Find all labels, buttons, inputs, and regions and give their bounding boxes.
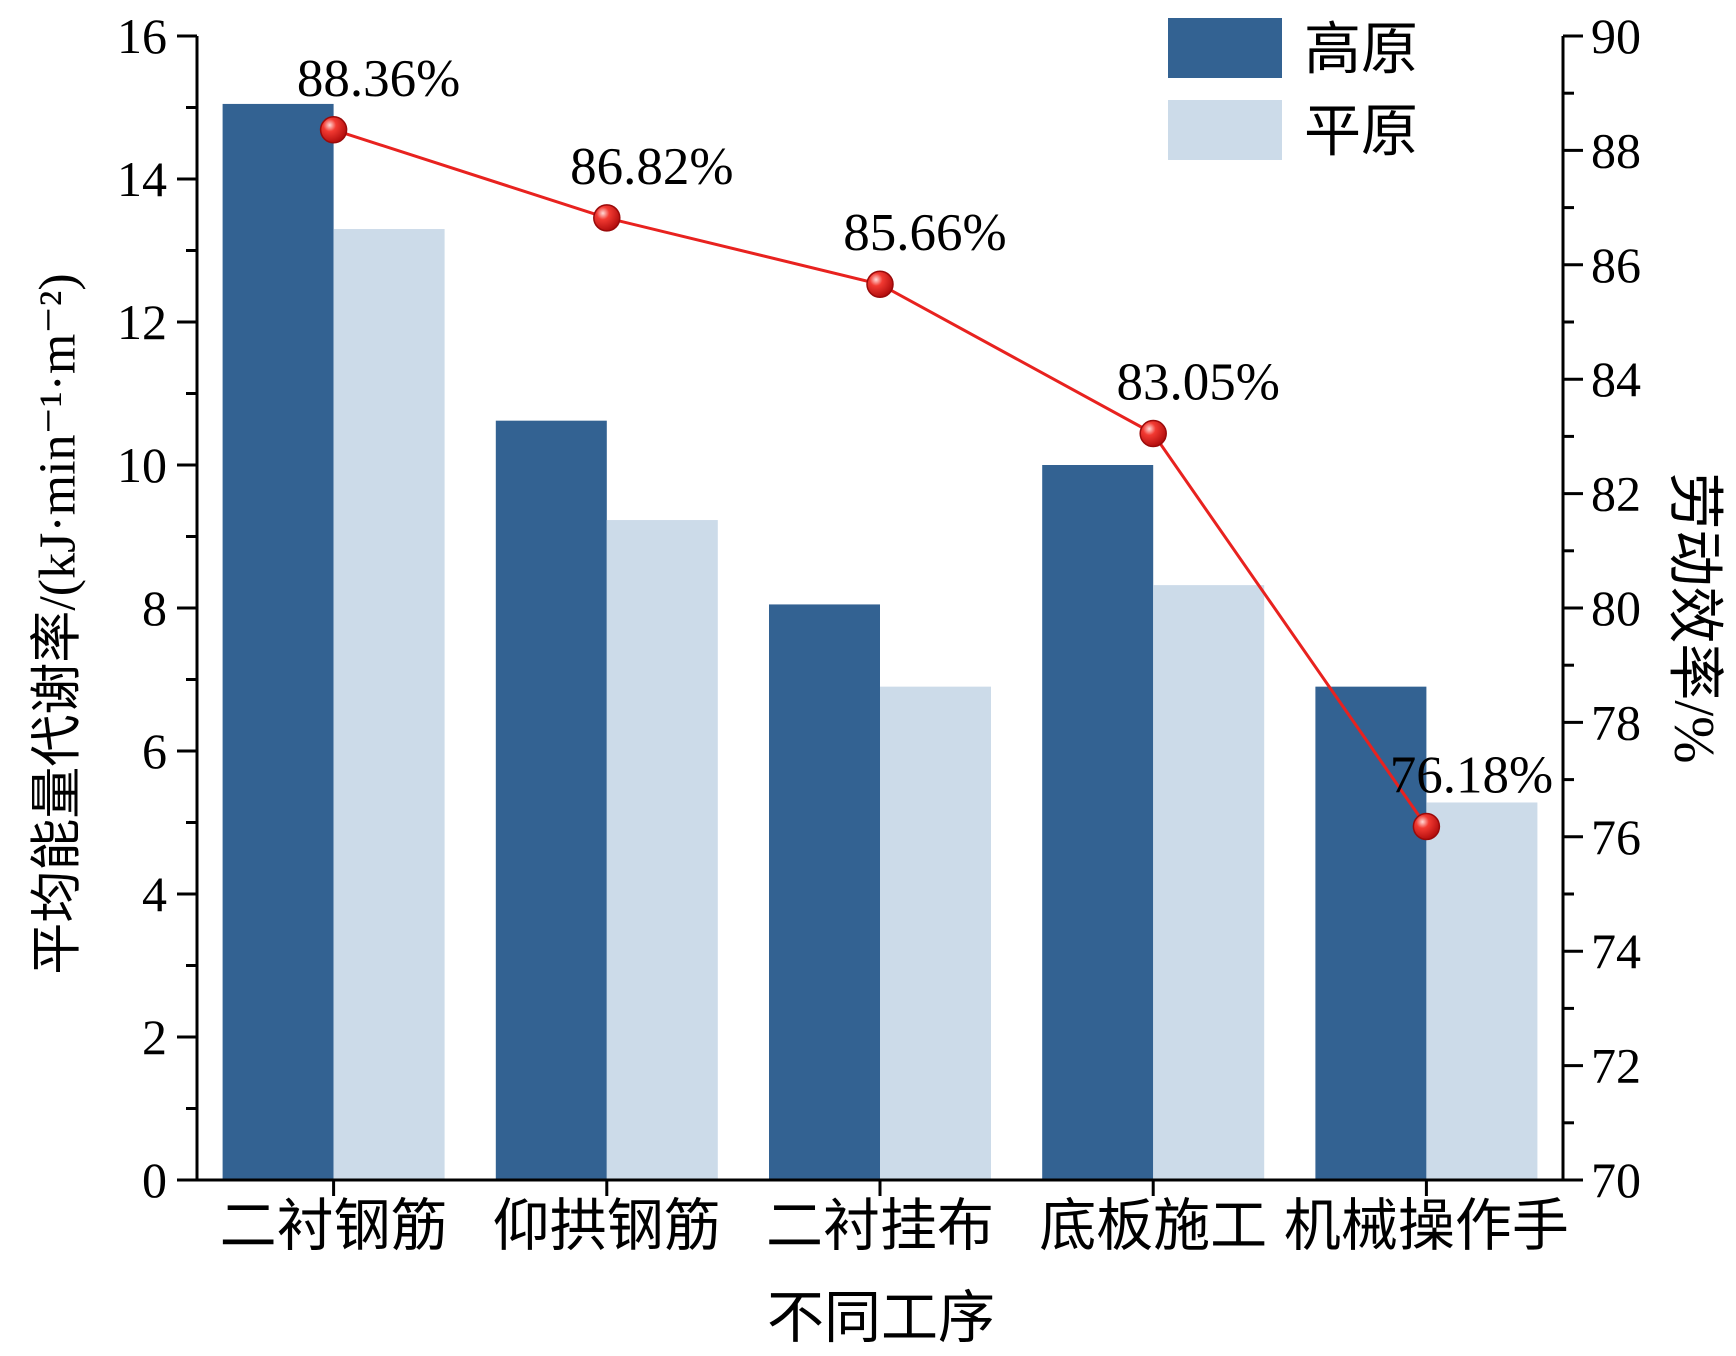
left-tick-label: 16 (117, 8, 167, 64)
x-tick-label: 二衬挂布 (766, 1195, 994, 1258)
legend-swatch-plain (1168, 100, 1282, 160)
y-axis-title-right: 劳动效率/% (1663, 472, 1726, 763)
x-tick-label: 底板施工 (1039, 1195, 1267, 1258)
left-tick-label: 14 (117, 151, 167, 207)
right-tick-label: 78 (1591, 694, 1641, 750)
right-tick-label: 80 (1591, 580, 1641, 636)
left-tick-label: 4 (142, 866, 167, 922)
y-axis-title-left: 平均能量代谢率/(kJ·min⁻¹·m⁻²) (30, 273, 87, 974)
labels-layer: 88.36% 86.82% 85.66% 83.05% 76.18% (297, 50, 1553, 805)
right-tick-label: 70 (1591, 1152, 1641, 1208)
legend-swatch-highland (1168, 18, 1282, 78)
efficiency-point (319, 116, 348, 144)
efficiency-point (593, 204, 621, 232)
right-tick-label: 86 (1591, 237, 1641, 293)
bar-plain-3 (1153, 585, 1265, 1180)
right-tick-label: 88 (1591, 122, 1641, 178)
left-tick-label: 6 (142, 723, 167, 779)
line-layer (319, 116, 1441, 841)
bar-plain-4 (1426, 802, 1538, 1180)
efficiency-point (866, 270, 894, 298)
efficiency-data-label: 85.66% (843, 204, 1006, 262)
left-tick-label: 12 (117, 294, 167, 350)
right-tick-label: 82 (1591, 466, 1641, 522)
left-tick-label: 10 (117, 437, 167, 493)
efficiency-point (1412, 812, 1441, 841)
legend-label-highland: 高原 (1304, 19, 1418, 82)
efficiency-data-label: 76.18% (1390, 747, 1553, 805)
bar-highland-2 (769, 604, 880, 1180)
left-tick-label: 2 (142, 1009, 167, 1065)
bar-highland-0 (222, 103, 334, 1180)
bar-highland-4 (1315, 686, 1427, 1180)
efficiency-point (1139, 419, 1167, 448)
x-tick-label: 仰拱钢筋 (493, 1195, 721, 1258)
right-tick-label: 90 (1591, 8, 1641, 64)
efficiency-data-label: 83.05% (1116, 354, 1279, 412)
right-tick-label: 72 (1591, 1038, 1641, 1094)
right-tick-label: 76 (1591, 809, 1641, 865)
bar-highland-3 (1042, 465, 1154, 1180)
x-tick-label: 二衬钢筋 (220, 1195, 448, 1258)
x-tick-label: 机械操作手 (1284, 1195, 1569, 1258)
legend-label-plain: 平原 (1304, 101, 1418, 164)
bar-plain-2 (880, 686, 991, 1180)
efficiency-data-label: 88.36% (297, 50, 460, 108)
right-tick-label: 84 (1591, 351, 1641, 407)
bar-highland-1 (495, 420, 607, 1180)
bar-plain-1 (606, 520, 718, 1180)
bars-layer (222, 103, 1538, 1181)
left-tick-label: 0 (142, 1152, 167, 1208)
left-tick-label: 8 (142, 580, 167, 636)
x-axis-title: 不同工序 (767, 1287, 995, 1350)
bar-plain-0 (333, 229, 445, 1181)
right-tick-label: 74 (1591, 923, 1641, 979)
axes-layer: 0 2 4 6 8 10 12 14 16 70 72 74 76 78 80 82 84 86 88 90 二衬钢筋仰… (30, 8, 1726, 1350)
efficiency-data-label: 86.82% (570, 138, 733, 196)
